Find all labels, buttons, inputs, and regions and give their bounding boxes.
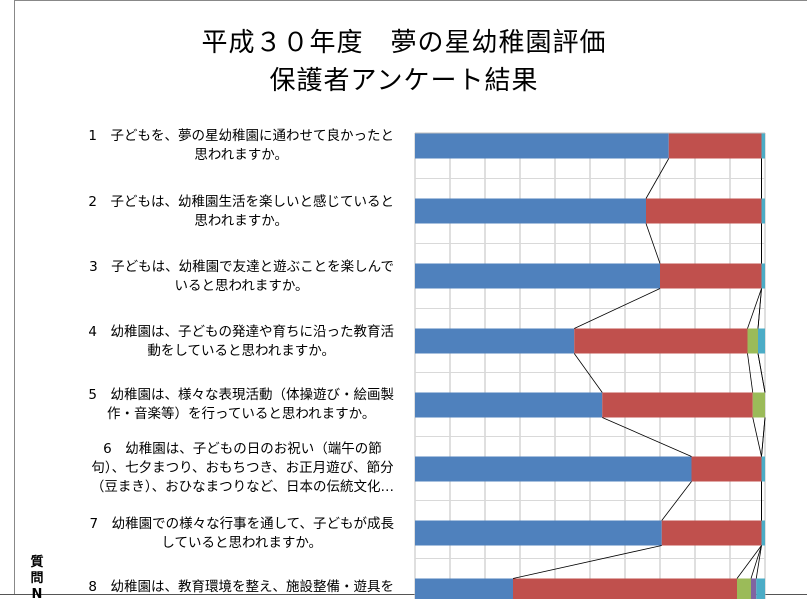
series-line-s2-q4 (747, 353, 754, 393)
bar-segment-q3-s5 (761, 263, 765, 289)
series-line-s4-q4 (757, 353, 766, 393)
category-label-q5: 5 幼稚園は、様々な表現活動（体操遊び・絵画製 作・音楽等）を行っていると思われ… (88, 387, 394, 422)
bar-segment-q3-s2 (660, 263, 762, 289)
series-line-s1-q6 (661, 481, 692, 521)
series-line-s3-q7 (750, 545, 762, 579)
series-line-s1-q3 (574, 288, 661, 329)
bar-segment-q4-s3 (747, 328, 758, 354)
chart-frame (14, 0, 807, 594)
bar-segment-q7-s1 (415, 520, 662, 546)
category-label-q4: 4 幼稚園は、子どもの発達や育ちに沿った教育活 動をしていると思われますか。 (88, 324, 394, 359)
series-line-s1-q2 (645, 223, 661, 264)
bar-segment-q5-s2 (602, 392, 753, 418)
series-line-s1-q7 (512, 545, 662, 579)
bar-segment-q4-s2 (574, 328, 748, 354)
bar-segment-q7-s5 (761, 520, 765, 546)
bar-segment-q4-s5 (758, 328, 765, 354)
bar-segment-q1-s1 (415, 133, 669, 159)
series-line-s4-q7 (755, 545, 762, 579)
bar-segment-q2-s1 (415, 198, 646, 224)
bottom-border (0, 594, 807, 595)
bar-segment-q4-s1 (415, 328, 575, 354)
bar-segment-q6-s5 (761, 456, 765, 482)
bar-segment-q8-s4 (751, 578, 757, 599)
category-label-q3: 3 子どもは、幼稚園で友達と遊ぶことを楽しんで いると思われますか。 (89, 259, 394, 294)
series-line-s2-q3 (747, 288, 762, 329)
bar-segment-q6-s1 (415, 456, 692, 482)
series-line-s1-q5 (602, 417, 692, 457)
series-line-s2-q7 (736, 545, 762, 579)
bar-segment-q2-s5 (761, 198, 765, 224)
series-line-s4-q3 (757, 288, 762, 329)
series-line-s1-q4 (573, 353, 603, 393)
bar-segment-q6-s2 (691, 456, 762, 482)
bar-segment-q7-s2 (661, 520, 762, 546)
bar-segment-q8-s2 (513, 578, 737, 599)
category-label-q7: 7 幼稚園での様々な行事を通して、子どもが成長 していると思われますか。 (89, 516, 394, 551)
bar-segment-q3-s1 (415, 263, 660, 289)
bar-segment-q5-s3 (752, 392, 765, 418)
bar-segment-q8-s5 (756, 578, 765, 599)
category-label-q8: 8 幼稚園は、教育環境を整え、施設整備・遊具を (88, 579, 394, 595)
bar-segment-q1-s2 (668, 133, 762, 159)
bar-segment-q8-s3 (737, 578, 751, 599)
category-label-q1: 1 子どもを、夢の星幼稚園に通わせて良かったと 思われますか。 (88, 128, 394, 163)
chart-title-line-2: 保護者アンケート結果 (269, 66, 539, 96)
bar-segment-q1-s5 (761, 133, 765, 159)
bar-segment-q2-s2 (646, 198, 762, 224)
category-label-q6: 6 幼稚園は、子どもの日のお祝い（端午の節 句）、七夕まつり、おもちつき、お正月… (90, 441, 394, 495)
series-line-s2-q5 (752, 417, 762, 457)
series-line-s1-q1 (645, 158, 670, 199)
chart-title-line-1: 平成３０年度 夢の星幼稚園評価 (201, 28, 607, 58)
category-label-q2: 2 子どもは、幼稚園生活を楽しいと感じていると 思われますか。 (88, 194, 394, 229)
bar-segment-q8-s1 (415, 578, 513, 599)
y-axis-label: 質 問 N (30, 555, 44, 602)
series-line-s4-q5 (761, 417, 766, 457)
bar-segment-q5-s1 (415, 392, 603, 418)
